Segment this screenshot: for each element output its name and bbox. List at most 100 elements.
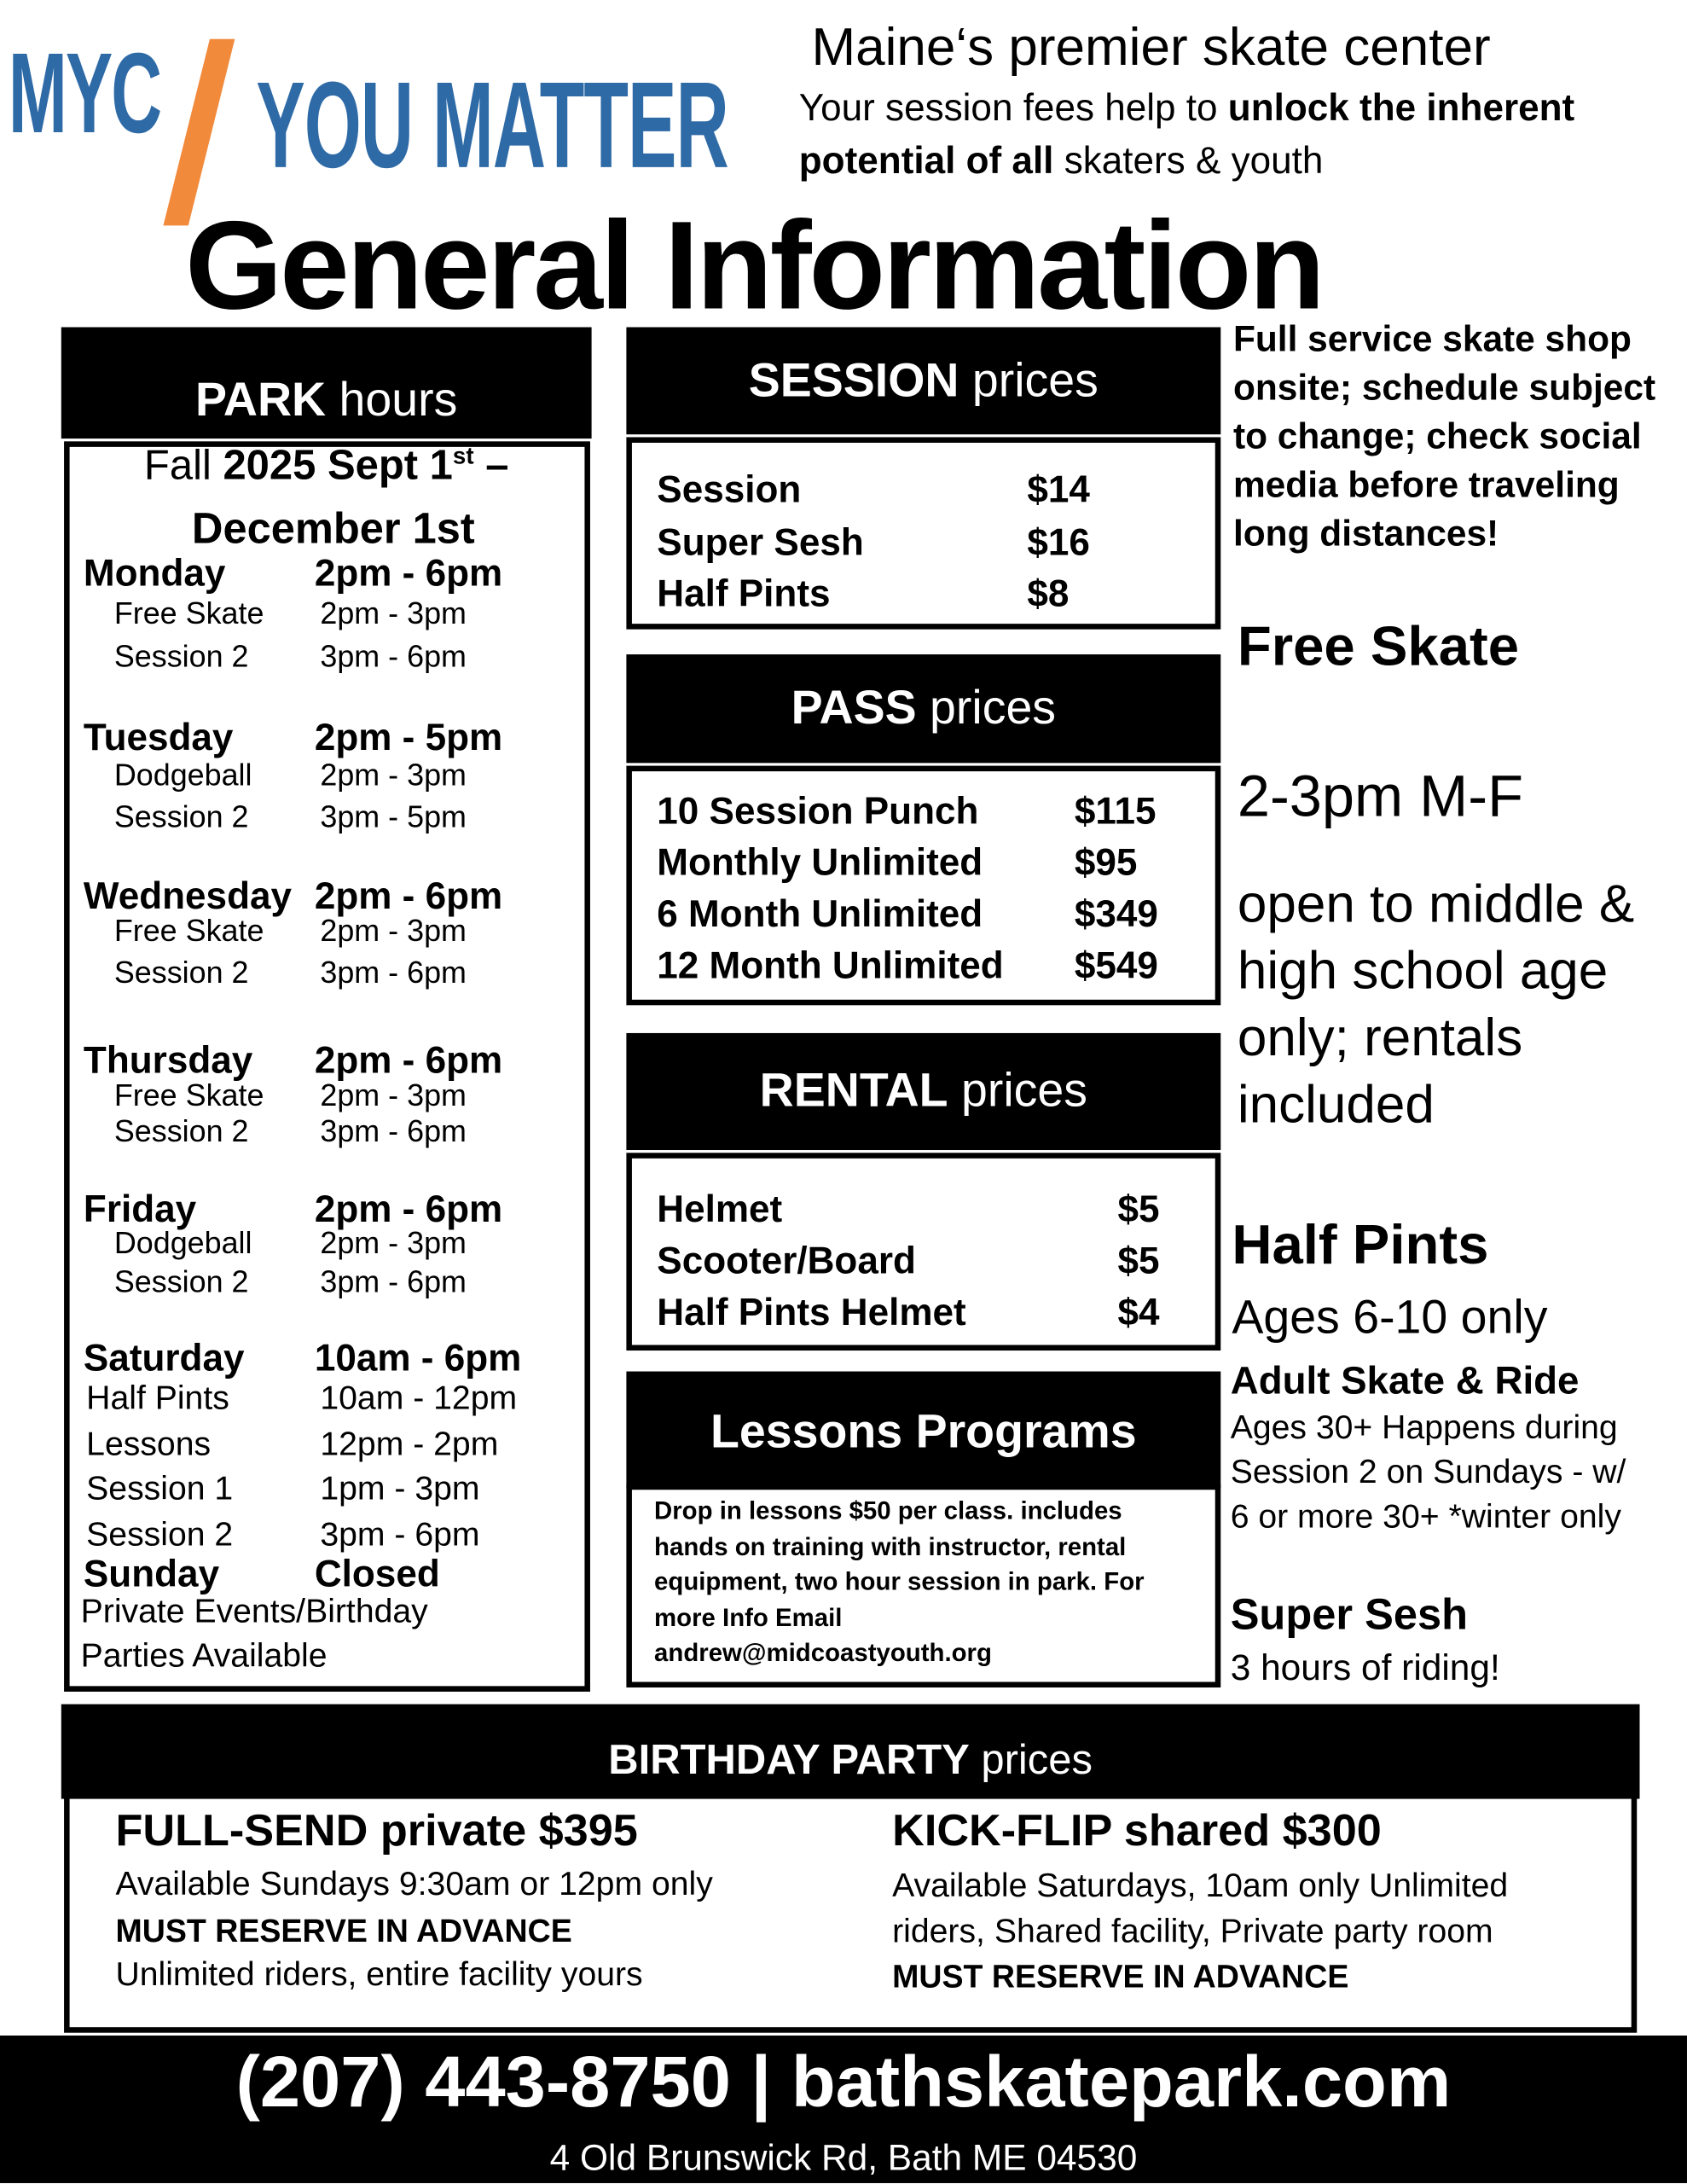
text: 2-3pm M-F [1237,763,1523,829]
contact[interactable]: (207) 443-8750 | bathskatepark.com [235,2042,1452,2123]
heading: General Information [185,196,1325,337]
price: $14 [1027,468,1090,511]
price-box [626,1153,1221,1351]
tagline-line: potential of all skaters & youth [799,140,1324,183]
text: Ages 6-10 only [1232,1291,1548,1345]
session-time: 1pm - 3pm [320,1470,480,1508]
session-name: Session 1 [86,1470,234,1508]
session-time: 3pm - 6pm [320,1263,467,1299]
text: prices [916,681,1057,735]
text: Lessons Programs [710,1405,1137,1459]
session-name: Session 2 [113,1263,249,1299]
price-item: 6 Month Unlimited [657,892,983,935]
day-hours: 2pm - 5pm [314,716,503,758]
text: potential of all [798,140,1054,182]
price-item: 12 Month Unlimited [657,944,1004,987]
text: MUST RESERVE IN ADVANCE [115,1912,572,1949]
park-header: PARK hours [61,327,592,439]
price-item: Helmet [657,1188,783,1230]
day-hours: 2pm - 6pm [314,552,503,595]
session-time: 3pm - 6pm [320,1113,467,1149]
session-time: 3pm - 6pm [320,1516,480,1554]
text: prices [959,353,1099,407]
park-box [64,441,590,1692]
text: open to middle & high school age only; r… [1237,875,1635,1136]
logo-right: YOU MATTER [256,55,728,194]
header-title: SESSION prices [626,354,1220,409]
birthday-box [64,1793,1638,2033]
text: prices [969,1737,1093,1784]
text: Available Sundays 9:30am or 12pm only [115,1865,713,1903]
text: Ages 30+ Happens during Session 2 on Sun… [1230,1409,1626,1536]
lessons-header: Lessons Programs [626,1371,1221,1489]
session-time: 3pm - 6pm [320,639,467,674]
session-name: Session 2 [113,955,249,990]
text: unlock the inherent [1227,87,1575,129]
session-name: Session 2 [113,1113,249,1149]
price-header: PASS prices [626,654,1221,764]
session-name: Free Skate [113,1077,264,1112]
notice: Full service skate shop onsite; schedule… [1232,317,1656,555]
price-box [626,437,1221,630]
day-name: Sunday [83,1553,220,1595]
sunday-note: Private Events/Birthday Parties Availabl… [80,1593,428,1676]
lessons-text: Drop in lessons $50 per class. includes … [654,1496,1145,1667]
logo-left: MYC [8,30,162,158]
header-title: PASS prices [626,682,1220,736]
text: Available Saturdays, 10am only Unlimited… [892,1867,1509,1951]
price-item: Scooter/Board [657,1240,916,1282]
session-time: 2pm - 3pm [320,1225,467,1260]
price: $5 [1117,1188,1160,1230]
text: hours [326,374,458,427]
text: Your session fees help to [798,87,1228,129]
season: December 1st [191,503,475,553]
price-item: Monthly Unlimited [657,841,983,884]
session-name: Half Pints [86,1380,229,1418]
session-name: Free Skate [113,913,264,949]
day-name: Friday [83,1188,197,1230]
session-time: 10am - 12pm [320,1380,518,1418]
text: MUST RESERVE IN ADVANCE [892,1958,1349,1995]
subheading: Half Pints [1232,1214,1489,1276]
text: st [452,442,474,469]
birthday-header: BIRTHDAY PARTY prices [61,1704,1640,1799]
session-time: 3pm - 5pm [320,799,467,834]
price: $95 [1074,841,1138,884]
day-hours: 2pm - 6pm [314,874,503,917]
subheading: Adult Skate & Ride [1230,1358,1580,1403]
day-name: Wednesday [83,874,293,917]
subheading: Free Skate [1237,616,1520,677]
session-time: 2pm - 3pm [320,757,467,793]
session-name: Dodgeball [113,1225,252,1260]
price: $115 [1074,790,1157,833]
price: $549 [1074,944,1158,987]
text: SESSION [748,353,959,407]
day-name: Monday [83,552,226,595]
session-name: Lessons [86,1426,212,1464]
package-title: FULL-SEND private $395 [115,1804,638,1856]
day-name: Saturday [83,1337,245,1380]
text: Unlimited riders, entire facility yours [115,1955,643,1995]
session-name: Free Skate [113,595,264,631]
price-item: Half Pints [657,572,831,615]
price: $4 [1117,1291,1160,1333]
tagline-title: Maine‘s premier skate center [811,19,1491,78]
address: 4 Old Brunswick Rd, Bath ME 04530 [549,2136,1138,2179]
day-hours: Closed [314,1553,440,1595]
price-item: Half Pints Helmet [657,1291,966,1333]
session-name: Session 2 [86,1516,234,1554]
header-title: RENTAL prices [626,1065,1220,1119]
package-title: KICK-FLIP shared $300 [892,1804,1382,1856]
price-item: Super Sesh [657,521,864,564]
day-hours: 2pm - 6pm [314,1188,503,1230]
season: Fall 2025 Sept 1st – [66,443,588,490]
price: $8 [1027,572,1070,615]
text: PARK [195,374,327,427]
text: PASS [791,681,917,735]
text: 3 hours of riding! [1230,1646,1500,1688]
price: $5 [1117,1240,1160,1282]
text: – [473,442,509,489]
session-time: 12pm - 2pm [320,1426,499,1464]
session-time: 2pm - 3pm [320,913,467,949]
